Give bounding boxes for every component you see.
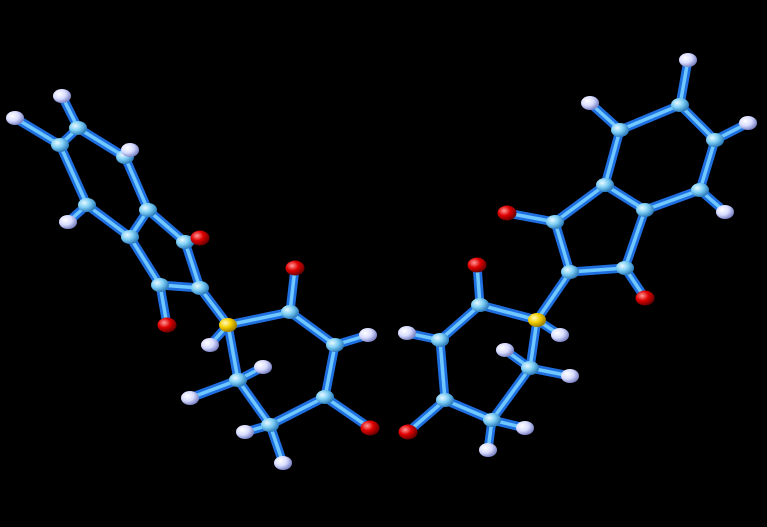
bond-highlight [490,366,532,422]
atom [6,111,24,125]
bond-highlight [698,138,717,192]
bond-highlight [85,203,132,239]
bond-highlight [678,103,717,142]
bond-highlight [13,116,62,147]
bond-highlight [128,235,162,287]
atom [546,215,564,229]
atom [139,203,157,217]
bond-highlight [618,103,682,132]
atom [59,215,77,229]
atom [716,205,734,219]
atom [181,391,199,405]
atom [51,138,69,152]
bond-highlight [438,338,447,402]
bond-highlight [183,240,202,290]
bond-highlight [643,188,702,212]
atom [467,257,487,273]
bond-highlight [236,378,272,427]
atom [479,443,497,457]
atom [611,123,629,137]
atom [398,326,416,340]
atom [219,318,237,332]
atom [679,53,697,67]
atom [326,338,344,352]
atom [78,198,96,212]
atom [274,456,292,470]
atom [69,121,87,135]
atom [516,421,534,435]
bond-highlight [623,208,647,270]
bond-highlight [76,126,127,159]
atom [431,333,449,347]
atom [190,230,210,246]
atom [285,260,305,276]
bond-highlight [535,270,572,322]
bond-highlight [146,208,187,244]
atom [471,298,489,312]
atom [359,328,377,342]
atom [635,290,655,306]
atom [261,418,279,432]
bond-highlight [198,286,230,327]
bond-highlight [323,395,372,430]
atom [521,361,539,375]
atom [691,183,709,197]
bond-highlight [603,128,622,187]
bond-highlight [226,323,240,382]
atom [316,390,334,404]
bond-highlight [528,318,539,370]
atom [528,313,546,327]
bond-highlight [678,58,690,107]
atom [436,393,454,407]
bond-highlight [226,310,292,327]
atom [151,278,169,292]
atom [581,96,599,110]
atom [706,133,724,147]
atom [398,424,418,440]
atom [281,305,299,319]
bond-highlight [288,310,337,347]
bond-highlight [438,303,482,342]
atom [201,338,219,352]
bond-highlight [553,183,607,224]
atom [121,143,139,157]
atom [561,369,579,383]
bond-highlight [323,343,337,399]
atom [739,116,757,130]
bond-highlight [478,303,539,322]
bond-highlight [553,220,572,274]
bond-highlight [123,155,150,212]
atom [483,413,501,427]
atom [229,373,247,387]
atom [496,343,514,357]
bond-highlight [568,266,627,274]
atom [236,425,254,439]
atom [596,178,614,192]
atom [121,230,139,244]
atom [497,205,517,221]
bond-highlight [268,395,327,427]
atom [360,420,380,436]
atom [254,360,272,374]
atom [53,89,71,103]
atom [671,98,689,112]
atom [561,265,579,279]
atoms [6,53,757,470]
atom [636,203,654,217]
atom [616,261,634,275]
atom [176,235,194,249]
atom [157,317,177,333]
atom [191,281,209,295]
bond-highlight [58,143,89,207]
atom [551,328,569,342]
